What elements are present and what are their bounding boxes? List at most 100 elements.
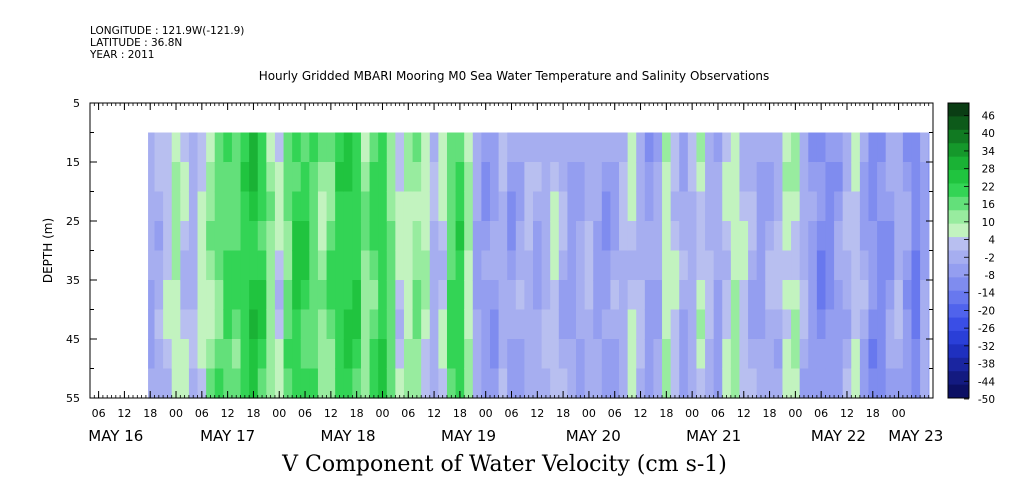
heatmap-cell <box>902 280 913 311</box>
heatmap-cell <box>171 162 181 193</box>
heatmap-cell <box>851 221 861 252</box>
heatmap-cell <box>593 162 603 193</box>
colorbar-swatch <box>948 250 969 265</box>
heatmap-cell <box>412 132 422 163</box>
heatmap-cell <box>180 221 190 252</box>
heatmap-cell <box>705 368 715 399</box>
heatmap-cell <box>498 280 508 311</box>
heatmap-cell <box>584 339 594 370</box>
heatmap-cell <box>662 339 672 370</box>
colorbar-swatch <box>948 263 969 278</box>
heatmap-cell <box>834 280 844 311</box>
heatmap-cell <box>283 280 293 311</box>
heatmap-cell <box>825 162 835 193</box>
heatmap-cell <box>266 368 276 399</box>
heatmap-cell <box>842 280 852 311</box>
heatmap-cell <box>378 339 388 370</box>
heatmap-cell <box>292 132 302 163</box>
heatmap-cell <box>696 250 706 281</box>
heatmap-cell <box>877 191 887 222</box>
heatmap-cell <box>197 309 207 340</box>
heatmap-cell <box>791 368 801 399</box>
heatmap-cell <box>816 191 827 222</box>
heatmap-cell <box>300 280 310 311</box>
heatmap-cell <box>386 280 396 311</box>
heatmap-cell <box>524 280 534 311</box>
heatmap-cell <box>636 368 646 399</box>
heatmap-cell <box>550 250 560 281</box>
heatmap-cell <box>533 191 543 222</box>
heatmap-cell <box>369 368 379 399</box>
heatmap-cell <box>438 132 448 163</box>
heatmap-cell <box>894 221 904 252</box>
heatmap-cell <box>386 339 396 370</box>
heatmap-cell <box>722 280 732 311</box>
heatmap-cell <box>576 191 586 222</box>
heatmap-cell <box>851 250 861 281</box>
heatmap-cell <box>739 250 749 281</box>
heatmap-cell <box>894 162 904 193</box>
heatmap-cell <box>472 221 482 252</box>
heatmap-cell <box>283 191 293 222</box>
x-day-label: MAY 17 <box>200 427 255 445</box>
heatmap-cell <box>317 162 328 193</box>
heatmap-cell <box>472 280 482 311</box>
colorbar-label: -44 <box>978 376 995 388</box>
heatmap-cell <box>679 309 689 340</box>
x-tick-label: 06 <box>608 407 622 420</box>
heatmap-cell <box>154 368 164 399</box>
heatmap-cell <box>687 132 698 163</box>
heatmap-cell <box>283 132 293 163</box>
x-tick-label: 06 <box>711 407 725 420</box>
y-tick-label: 35 <box>66 274 80 287</box>
heatmap-cell <box>877 221 887 252</box>
heatmap-cell <box>713 280 723 311</box>
heatmap-cell <box>257 250 267 281</box>
heatmap-cell <box>197 221 207 252</box>
heatmap-cell <box>653 339 663 370</box>
heatmap-cell <box>920 309 930 340</box>
heatmap-cell <box>197 250 207 281</box>
heatmap-cell <box>455 191 465 222</box>
heatmap-cell <box>154 162 164 193</box>
heatmap-cell <box>257 309 267 340</box>
heatmap-cell <box>713 309 723 340</box>
heatmap-cell <box>515 280 525 311</box>
heatmap-cell <box>489 221 500 252</box>
x-tick-label: 18 <box>659 407 673 420</box>
heatmap-cell <box>722 309 732 340</box>
heatmap-cell <box>369 221 379 252</box>
heatmap-cell <box>148 339 156 370</box>
heatmap-cell <box>877 250 887 281</box>
heatmap-cell <box>369 162 379 193</box>
x-tick-label: 18 <box>246 407 260 420</box>
heatmap-cell <box>920 221 930 252</box>
heatmap-cell <box>240 368 250 399</box>
heatmap-cell <box>739 162 749 193</box>
heatmap-cell <box>360 309 371 340</box>
heatmap-cell <box>722 250 732 281</box>
heatmap-cell <box>455 132 465 163</box>
heatmap-cell <box>808 221 818 252</box>
heatmap-cell <box>214 339 224 370</box>
heatmap-cell <box>395 368 405 399</box>
heatmap-cell <box>842 162 852 193</box>
heatmap-cell <box>472 191 482 222</box>
heatmap-cell <box>679 339 689 370</box>
heatmap-cell <box>696 339 706 370</box>
colorbar-label: 10 <box>982 217 995 229</box>
x-tick-label: 00 <box>272 407 286 420</box>
heatmap-cell <box>369 132 379 163</box>
heatmap-cell <box>292 191 302 222</box>
heatmap-cell <box>446 368 457 399</box>
heatmap-cell <box>567 309 577 340</box>
heatmap-cell <box>834 309 844 340</box>
heatmap-cell <box>756 250 766 281</box>
heatmap-cell <box>679 280 689 311</box>
heatmap-cell <box>507 368 517 399</box>
heatmap-cell <box>438 280 448 311</box>
heatmap-cell <box>713 339 723 370</box>
x-day-label: MAY 21 <box>686 427 741 445</box>
heatmap-cell <box>360 221 371 252</box>
heatmap-cell <box>610 221 620 252</box>
